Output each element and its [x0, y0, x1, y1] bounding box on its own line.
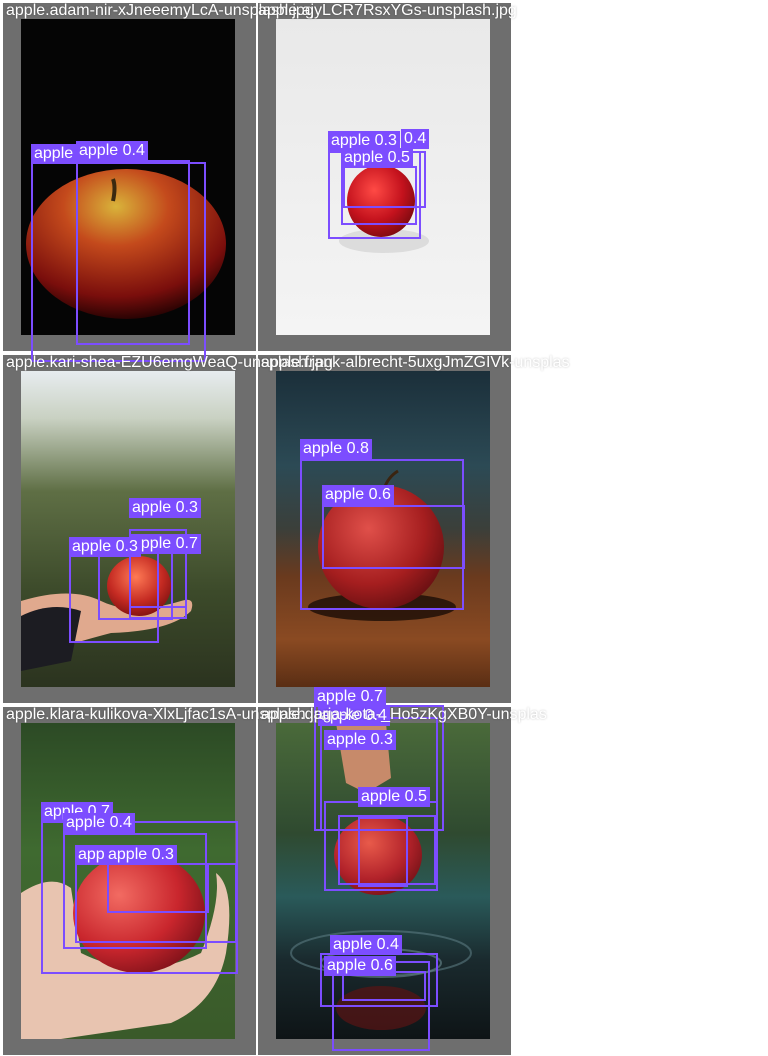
detection-label: apple 0.6	[324, 956, 396, 976]
filename-label: apple.klara-kulikova-XlxLjfac1sA-unsplas…	[6, 706, 332, 723]
detection-label: apple 0.5	[341, 148, 413, 168]
detection-label: apple 0.3	[324, 730, 396, 750]
detection-label: apple 0.3	[105, 845, 177, 865]
filename-label: apple.frank-albrecht-5uxgJmZGIVk-unsplas	[261, 354, 570, 371]
detection-label: apple 0.4	[63, 813, 135, 833]
detection-label: apple 0.3	[328, 131, 400, 151]
image-cell-6: apple.daria-kota-_Ho5zKgXB0Y-unsplas app…	[258, 687, 547, 1055]
detection-label: apple 0.4	[76, 141, 148, 161]
detection-box	[41, 821, 238, 974]
detection-box	[322, 505, 465, 569]
detection-box	[129, 550, 187, 608]
detection-box	[76, 160, 190, 345]
filename-label: apple.daria-kota-_Ho5zKgXB0Y-unsplas	[261, 706, 547, 723]
apple-photo-wood-table	[276, 371, 490, 687]
filename-label: apple.kari-shea-EZU6emgWeaQ-unsplash.jpg	[6, 354, 333, 371]
apple-photo-hand-green	[21, 723, 235, 1039]
detection-box	[341, 166, 417, 225]
image-cell-1: apple.adam-nir-xJneeemyLcA-unsplash.jpg …	[3, 2, 314, 362]
detection-box	[358, 817, 408, 887]
detection-label: apple 0.3	[129, 498, 201, 518]
filename-label: apple.adam-nir-xJneeemyLcA-unsplash.jpg	[6, 2, 314, 19]
image-cell-3: apple.kari-shea-EZU6emgWeaQ-unsplash.jpg…	[3, 354, 333, 703]
apple-photo-white	[276, 19, 490, 335]
detection-label: 0.4	[401, 129, 430, 149]
detection-label: apple 0.3	[69, 537, 141, 557]
detection-label: apple 0.5	[358, 787, 430, 807]
detection-label: apple 0.4	[330, 935, 402, 955]
detection-box	[31, 162, 206, 362]
detection-label: apple 0.6	[322, 485, 394, 505]
detection-box	[107, 863, 209, 913]
detection-label: apple 0.7	[314, 687, 386, 707]
apple-photo-water-drop	[276, 723, 490, 1039]
detection-box	[63, 833, 207, 949]
detection-label: apple 0.4	[318, 706, 390, 726]
detection-label: apple	[31, 144, 77, 164]
detection-label: apple 0.8	[300, 439, 372, 459]
apple-photo-hand-orchard	[21, 371, 235, 687]
image-cell-5: apple.klara-kulikova-XlxLjfac1sA-unsplas…	[3, 706, 332, 1055]
detection-label: apple 0.7	[129, 534, 201, 554]
image-cell-2: apple.ajyLCR7RsxYGs-unsplash.jpg apple 0…	[258, 2, 517, 351]
image-cell-4: apple.frank-albrecht-5uxgJmZGIVk-unsplas…	[258, 354, 570, 703]
detection-box	[338, 815, 436, 885]
filename-label: apple.ajyLCR7RsxYGs-unsplash.jpg	[258, 2, 517, 19]
